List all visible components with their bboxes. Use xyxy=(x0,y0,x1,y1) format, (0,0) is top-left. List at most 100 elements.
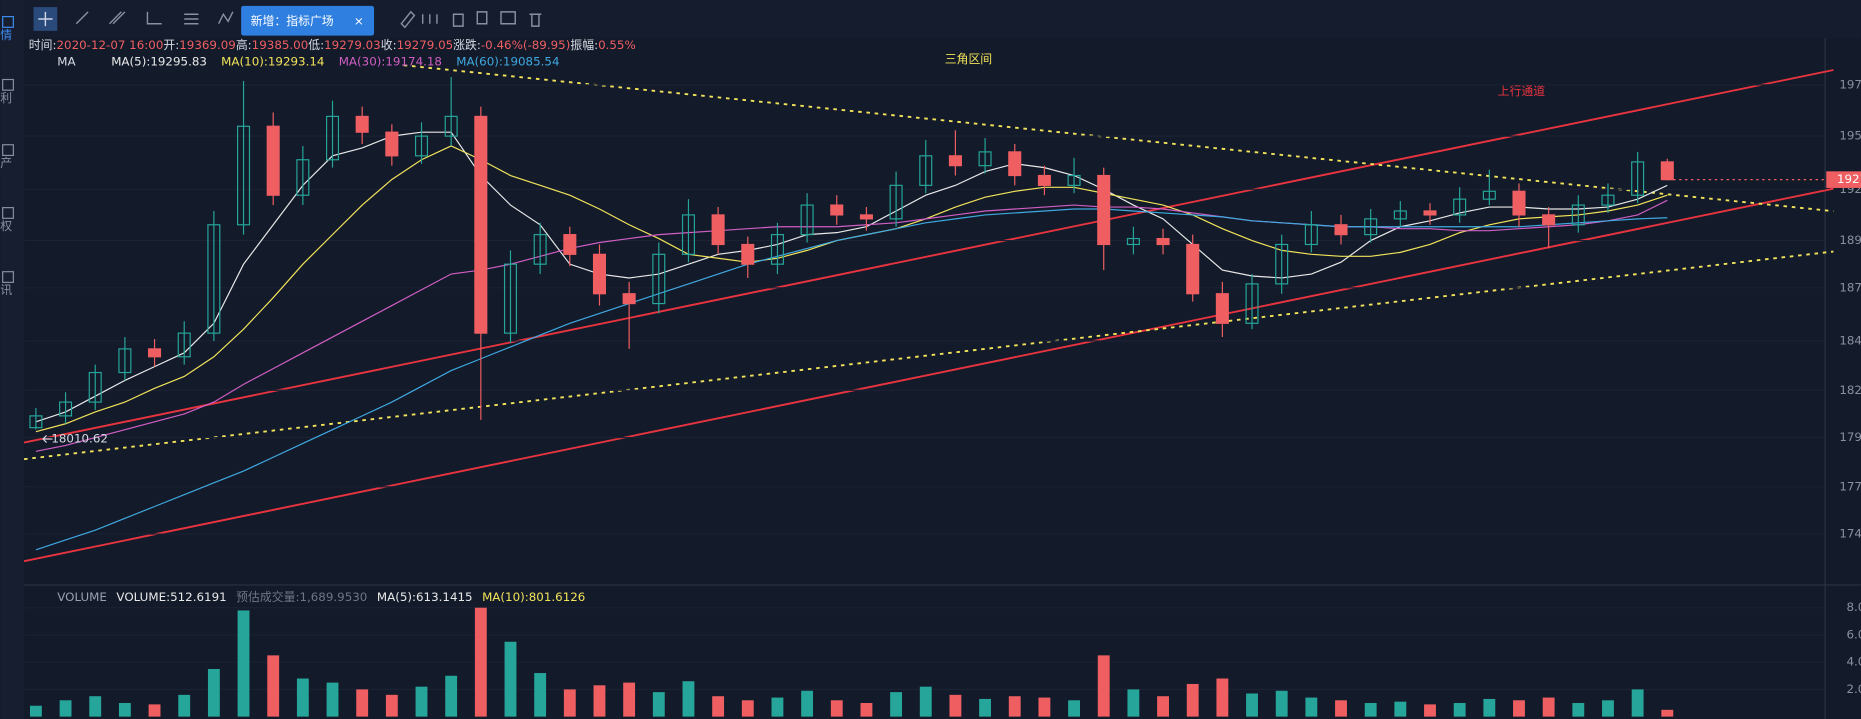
volume-bar xyxy=(563,689,576,717)
ma-line xyxy=(35,208,1668,551)
volume-legend-entry: MA(5):613.1415 xyxy=(377,589,473,603)
volume-bar xyxy=(1364,703,1377,717)
candle-body xyxy=(266,125,280,196)
volume-bar xyxy=(415,686,428,717)
candle-body xyxy=(563,234,577,255)
volume-bar xyxy=(178,694,191,717)
candle-body xyxy=(800,204,814,236)
candle-body xyxy=(1631,161,1645,196)
sidebar-label: 情 xyxy=(0,28,12,42)
candle-body xyxy=(1126,237,1140,246)
info-label: 收: xyxy=(381,38,397,52)
volume-bar xyxy=(830,700,843,717)
legend-entry: MA(5):19295.83 xyxy=(111,54,207,68)
volume-legend-entry: 预估成交量:1,689.9530 xyxy=(236,589,367,603)
volume-bar xyxy=(682,681,695,717)
volume-bar xyxy=(1246,693,1258,717)
volume-bar xyxy=(1335,700,1347,717)
volume-bar xyxy=(326,682,339,717)
candle-body xyxy=(1215,293,1229,324)
volume-bar xyxy=(59,700,72,717)
y-tick-label: 6.0 xyxy=(1846,627,1861,641)
annotation: 三角区间 xyxy=(945,52,992,66)
volume-bar xyxy=(118,703,131,717)
info-value: 19369.09 xyxy=(179,38,236,52)
sidebar-label: 权 xyxy=(0,219,12,233)
volume-bar xyxy=(534,673,547,717)
volume-legend-entry: VOLUME xyxy=(57,589,107,603)
candle-body xyxy=(770,234,784,265)
last-price-tag xyxy=(1826,171,1861,188)
toolbar-icons[interactable] xyxy=(33,7,542,31)
volume-bar xyxy=(979,698,992,717)
volume-legend-entry: VOLUME:512.6191 xyxy=(116,589,226,603)
candle-body xyxy=(1364,218,1378,236)
candle-body xyxy=(652,253,666,305)
volume-bar xyxy=(207,668,220,717)
candle-body xyxy=(118,348,132,374)
candle-body xyxy=(29,415,43,429)
info-value: 2020-12-07 16:00 xyxy=(57,38,164,52)
candle-body xyxy=(1334,224,1348,236)
volume-bar xyxy=(890,692,903,717)
candle-body xyxy=(1453,198,1467,216)
indicator: MA xyxy=(57,54,76,68)
volume-bar xyxy=(148,704,161,717)
info-label: 涨跌: xyxy=(453,38,481,52)
volume-bar xyxy=(712,696,725,717)
volume-bar xyxy=(356,689,369,717)
candle-body xyxy=(919,155,933,186)
candle-body xyxy=(1008,151,1022,177)
candle-body xyxy=(948,155,962,167)
candle-body xyxy=(177,332,191,358)
ma-line xyxy=(35,199,1668,452)
tooltip-close[interactable]: × xyxy=(354,14,364,28)
volume-bar xyxy=(1513,700,1525,717)
volume-bar xyxy=(445,675,458,717)
last-price-label: 19279.05 xyxy=(1837,172,1861,186)
volume-bar xyxy=(1542,697,1555,717)
candle-body xyxy=(741,243,755,265)
candle-body xyxy=(444,115,458,137)
info-value: -0.46%(-89.95) xyxy=(481,38,570,52)
volume-bar xyxy=(1483,698,1496,717)
candle-body xyxy=(355,115,369,133)
candle-body xyxy=(148,348,162,358)
volume-bar xyxy=(593,685,606,717)
volume-bar xyxy=(1305,697,1318,717)
candle-body xyxy=(1660,161,1674,181)
candle-body xyxy=(1156,237,1170,246)
volume-bar xyxy=(1068,700,1080,717)
candle-body xyxy=(88,371,102,403)
info-label: 开: xyxy=(163,38,179,52)
ma-legend: MA MA(5):19295.83 MA(10):19293.14 MA(30):19… xyxy=(57,54,559,68)
info-value: 19279.05 xyxy=(397,38,454,52)
candle-body xyxy=(1423,210,1437,216)
volume-bar xyxy=(89,696,102,717)
candle-body xyxy=(533,234,547,265)
candle-body xyxy=(325,115,340,161)
candle-body xyxy=(1097,174,1111,246)
candle-body xyxy=(1482,190,1496,200)
sidebar-icon xyxy=(2,207,14,219)
candle-body xyxy=(1571,204,1585,226)
sidebar-icon xyxy=(2,144,14,157)
legend-entry: MA(10):19293.14 xyxy=(221,54,324,68)
candle-body xyxy=(414,135,429,157)
volume-bar xyxy=(860,703,873,717)
candle-body xyxy=(1186,243,1200,295)
legend-entry: MA(30):19174.18 xyxy=(339,54,442,68)
candle-body xyxy=(474,115,488,334)
tooltip xyxy=(241,5,375,36)
volume-bar xyxy=(1424,704,1436,717)
volume-bar xyxy=(504,641,517,717)
y-tick-label: 17720 xyxy=(1839,479,1861,493)
volume-bar xyxy=(1275,690,1288,717)
volume-bar xyxy=(1038,697,1051,717)
candle-body xyxy=(237,125,251,226)
info-label: 时间: xyxy=(29,38,57,52)
volume-bar xyxy=(296,678,309,717)
candle-body xyxy=(978,151,992,167)
